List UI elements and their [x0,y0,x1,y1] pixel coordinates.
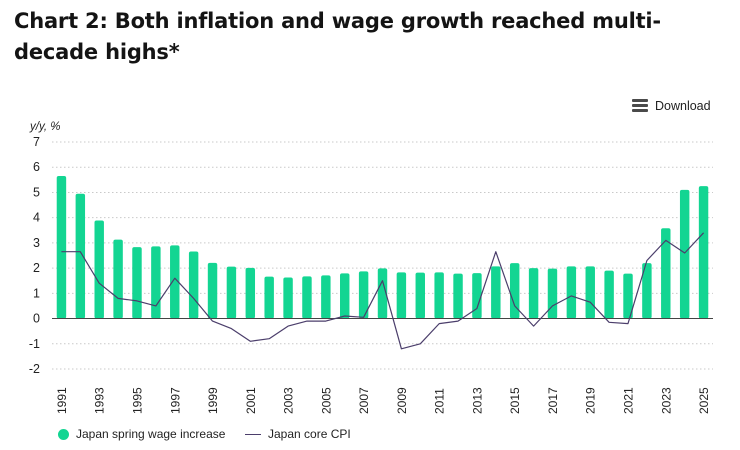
x-tick-label: 2025 [697,387,711,414]
bar [151,246,161,319]
x-tick-label: 1999 [206,387,220,414]
legend-cpi-marker [245,433,261,435]
bar [604,270,614,319]
x-tick-label: 2009 [395,387,409,414]
y-axis-label: y/y, % [30,121,61,133]
bar [509,263,520,319]
x-tick-label: 2011 [433,388,447,414]
bar [547,268,558,319]
legend-item-wage[interactable]: Japan spring wage increase [58,427,225,441]
x-tick-label: 2007 [357,387,371,414]
bar [170,245,180,319]
bar [283,277,293,319]
download-button[interactable]: Download [632,97,711,114]
bar [113,239,123,319]
bar [623,273,633,319]
bar [358,271,369,319]
x-tick-label: 2003 [282,387,296,414]
bar [396,272,407,319]
bar [207,262,218,319]
bar [528,268,539,319]
x-tick-label: 2017 [546,387,560,414]
x-tick-label: 1993 [93,387,107,414]
bar [698,186,709,319]
bar [377,268,388,319]
x-tick-label: 1997 [168,387,182,414]
bar [302,276,312,319]
chart-title: Chart 2: Both inflation and wage growth … [14,9,661,64]
x-tick-label: 2015 [508,387,522,414]
bar [188,251,199,319]
download-label: Download [655,98,711,113]
y-tick-label: 0 [33,312,40,326]
x-tick-label: 1995 [130,387,144,414]
y-tick-label: 6 [33,160,40,174]
y-tick-label: 4 [33,211,40,225]
bar [340,273,350,319]
bar [94,220,104,319]
menu-icon [632,97,648,114]
bar [56,176,67,319]
bar [434,272,444,319]
bar [245,267,256,319]
x-tick-label: 2019 [584,387,598,414]
y-tick-label: 7 [33,135,40,149]
bar [321,275,331,319]
bar [679,189,690,319]
bar [566,266,577,319]
bar [661,228,671,319]
bar [642,263,652,319]
bar [415,272,425,319]
x-tick-label: 1991 [55,387,69,414]
y-tick-label: 2 [33,261,40,275]
bar [75,193,86,319]
y-tick-label: -1 [29,337,40,351]
bar [226,266,237,319]
bar [132,247,142,319]
legend-item-cpi[interactable]: Japan core CPI [245,427,351,441]
x-tick-label: 2013 [470,387,484,414]
legend-cpi-label: Japan core CPI [268,427,351,441]
cpi-line [61,232,705,350]
legend-wage-marker [58,428,69,440]
x-tick-label: 2001 [244,387,258,414]
bar [491,266,501,319]
y-tick-label: -2 [29,362,40,376]
y-tick-label: 5 [33,185,40,199]
bar [585,266,595,319]
x-tick-label: 2021 [622,387,636,414]
x-tick-label: 2005 [319,387,333,414]
x-tick-label: 2023 [659,387,673,414]
y-tick-label: 1 [33,286,40,300]
y-tick-label: 3 [33,236,40,250]
legend-wage-label: Japan spring wage increase [76,427,226,441]
bar [453,273,463,319]
bar [264,276,274,319]
bar [472,273,482,319]
